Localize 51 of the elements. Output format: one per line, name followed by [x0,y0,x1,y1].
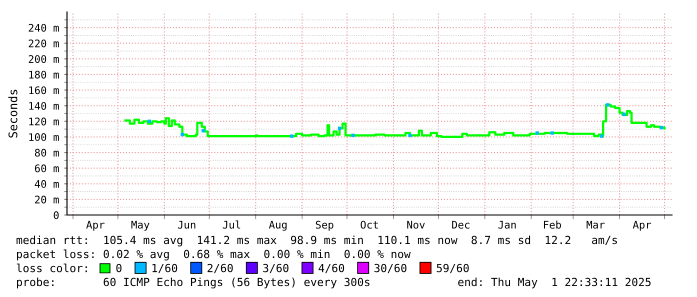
point [351,134,355,138]
y-tick-label: 20 m [35,196,59,204]
y-tick-label: 200 m [28,55,59,63]
text: packet loss: 0.02 % avg 0.68 % max 0.00 % min 0.00 % now [17,250,411,260]
x-tick-label: Dec [452,220,470,229]
y-tick-label: 60 m [34,164,59,172]
legend-label: 30/60 [374,264,406,274]
y-tick-label: 100 m [29,133,59,142]
point [180,132,184,136]
point [408,134,412,138]
point [660,126,664,130]
point [600,134,604,138]
y-tick-label: 240 m [28,24,59,32]
y-tick-label: 220 m [28,39,59,48]
x-tick-label: Apr [632,220,652,231]
point [202,128,205,132]
point [622,112,626,116]
point [338,126,342,130]
x-tick-label: Jul [222,220,240,229]
point [148,120,152,124]
legend-title: loss color: [16,264,87,272]
point [290,134,294,138]
y-axis-title: Seconds [8,90,18,138]
y-tick-label: 140 m [29,102,59,110]
text: probe: 60 ICMP Echo Pings (56 Bytes) every 300s end: Thu May 1 22:33:11 2025 [17,278,651,288]
x-tick-label: Oct [360,220,378,229]
x-tick-label: Aug [268,220,287,231]
point [606,103,610,107]
legend-label: 59/60 [436,264,469,274]
x-tick-label: Nov [407,220,425,229]
y-tick-label: 160 m [29,86,59,94]
y-tick-label: 0 [54,211,59,220]
x-tick-label: Feb [544,220,561,229]
x-tick-label: May [131,220,150,231]
legend-label: 1/60 [152,264,178,274]
legend-label: 4/60 [318,264,344,274]
point [536,131,539,135]
legend-label: 3/60 [263,264,288,274]
text: median rtt: 105.4 ms avg 141.2 ms max 98.9 ms min 110.1 ms now 8.7 ms sd 12.2 am/s [16,236,617,246]
x-tick-label: Jan [498,220,516,229]
x-tick-label: Jun [178,220,196,229]
y-tick-label: 40 m [34,180,59,188]
y-tick-label: 80 m [34,148,59,157]
x-tick-label: Mar [586,220,605,229]
point [550,131,554,135]
y-tick-label: 120 m [29,118,59,126]
x-tick-label: Sep [316,220,334,231]
y-tick-label: 180 m [29,70,59,79]
legend-label: 0 [116,264,122,272]
x-tick-label: Apr [86,220,104,231]
legend-label: 2/60 [208,264,233,274]
